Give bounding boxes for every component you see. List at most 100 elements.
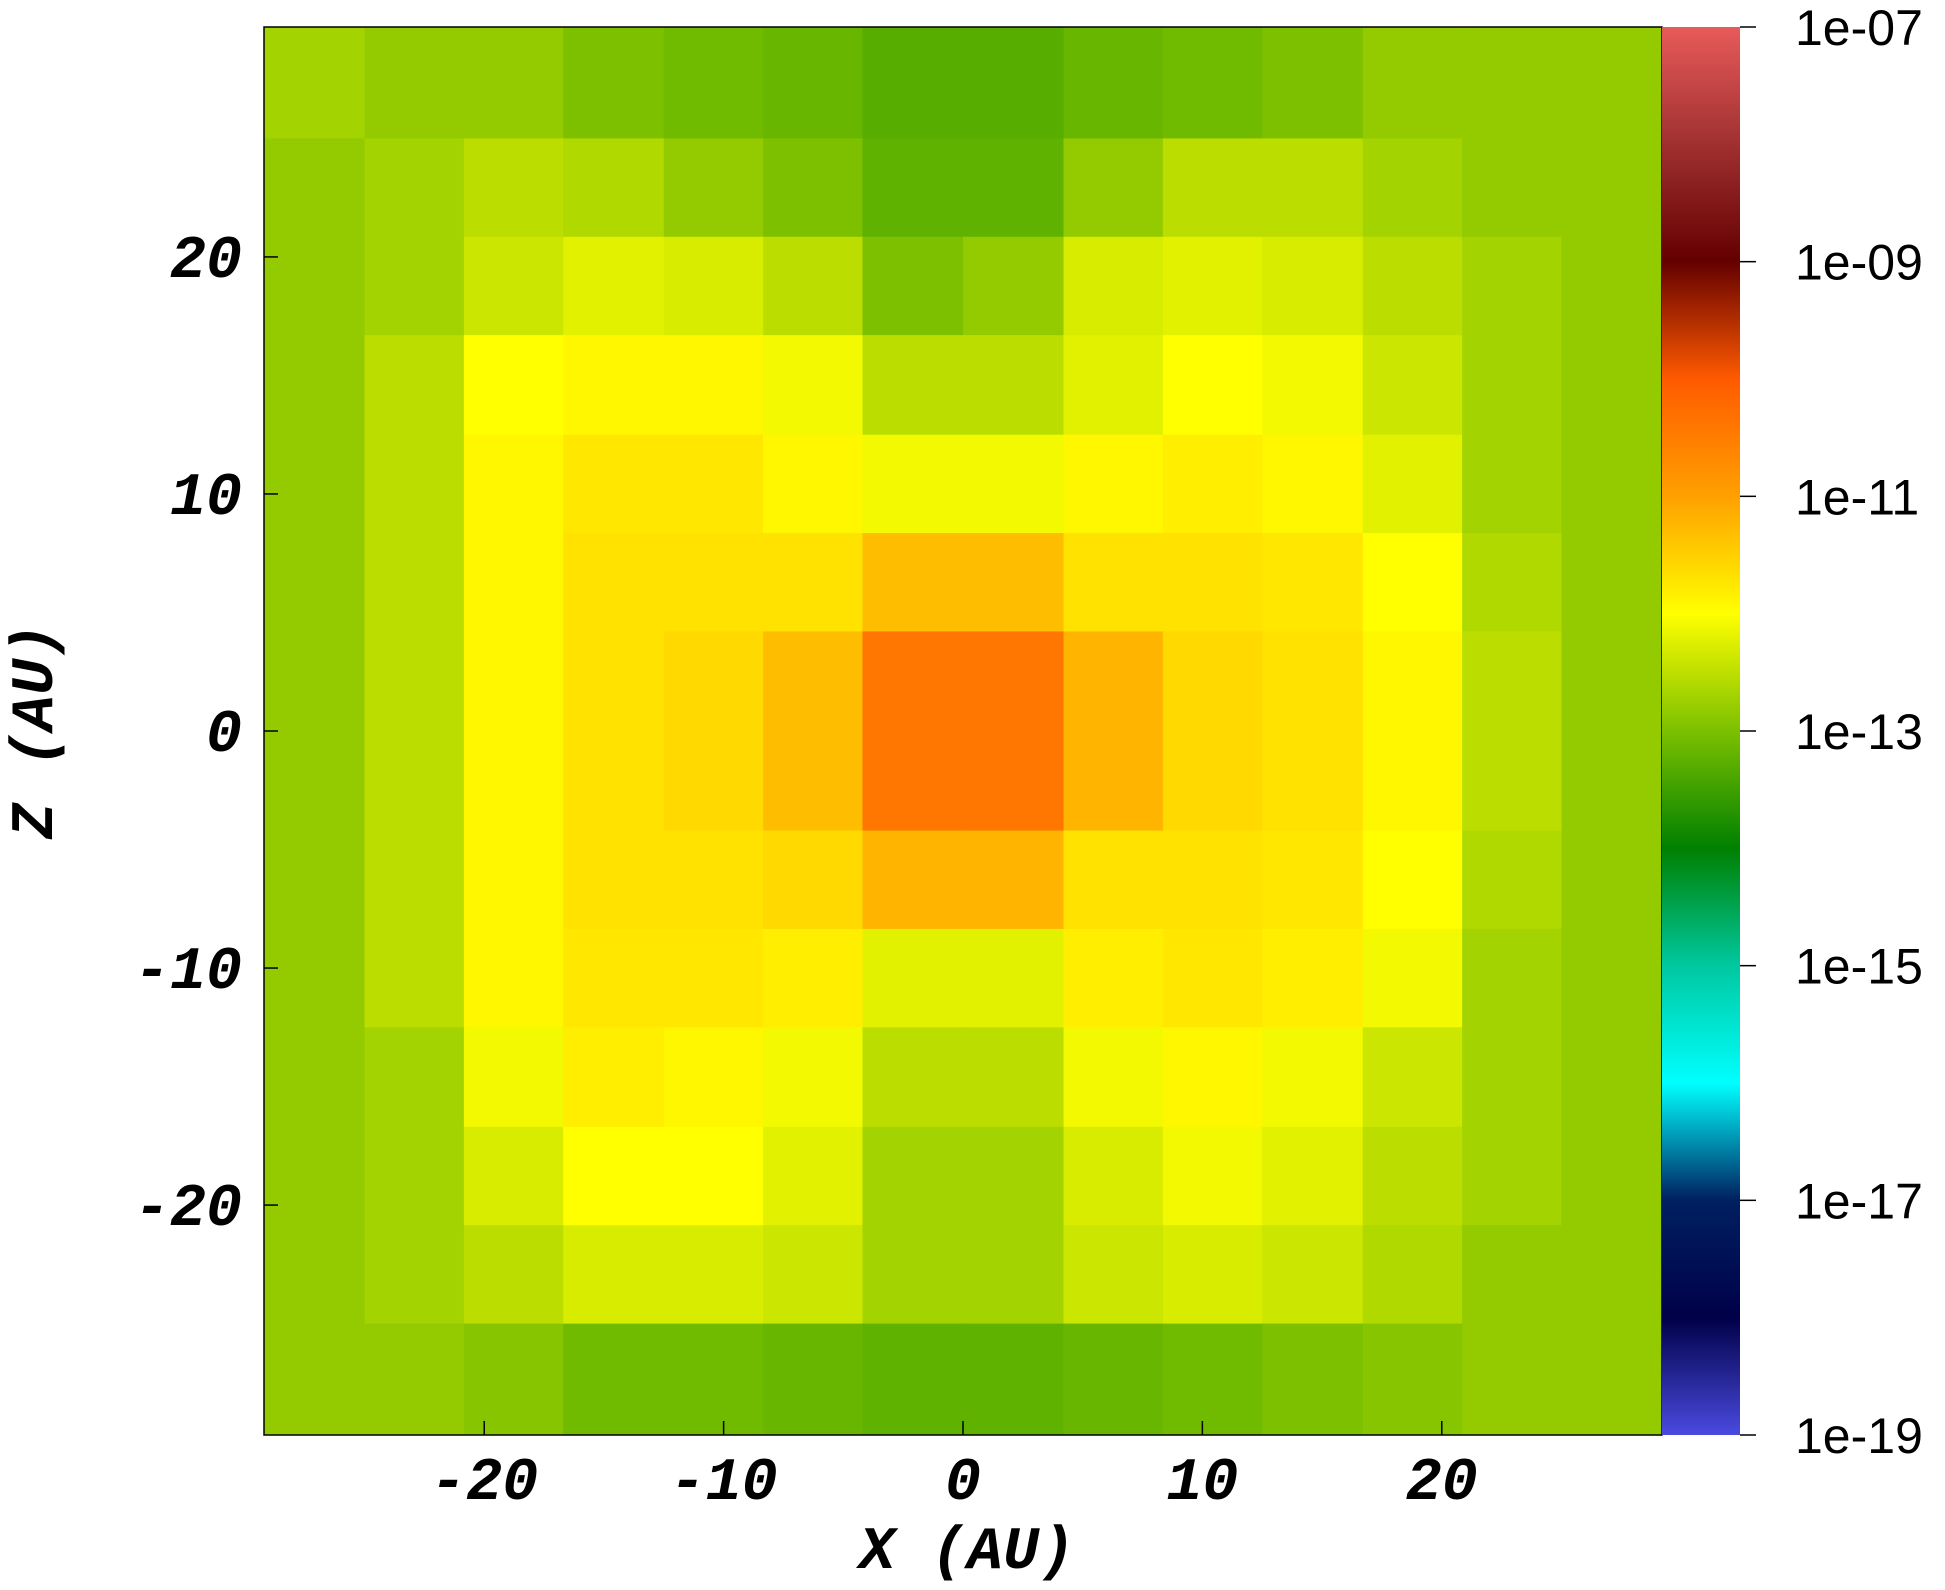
- heatmap-cell: [264, 631, 366, 732]
- heatmap-cell: [862, 1323, 964, 1436]
- heatmap-cell: [1162, 1225, 1263, 1325]
- y-tick-label: 20: [170, 228, 242, 296]
- heatmap-cell: [463, 434, 564, 534]
- heatmap-cell: [1462, 1027, 1562, 1128]
- heatmap-cell: [563, 631, 665, 732]
- x-tick-label: 20: [1406, 1450, 1478, 1518]
- heatmap-cell: [1162, 631, 1263, 732]
- heatmap-cell: [763, 533, 863, 632]
- heatmap-cell: [563, 731, 665, 832]
- heatmap-cell: [264, 1126, 366, 1226]
- x-tick-label: -10: [670, 1450, 778, 1518]
- heatmap-cell: [1162, 731, 1263, 832]
- heatmap-cell: [1063, 731, 1164, 832]
- heatmap-cell: [1063, 1027, 1164, 1128]
- heatmap-cell: [963, 335, 1065, 436]
- heatmap-cell: [1561, 138, 1663, 238]
- y-tick-label: -20: [134, 1176, 242, 1244]
- heatmap-cell: [963, 731, 1065, 832]
- heatmap-cell: [862, 928, 964, 1028]
- y-tick-label: 0: [206, 702, 242, 770]
- heatmap-cell: [862, 335, 964, 436]
- heatmap-cell: [663, 27, 764, 139]
- y-tick-label: 10: [170, 465, 242, 533]
- heatmap-cell: [663, 731, 764, 832]
- heatmap-cell: [1362, 731, 1463, 832]
- heatmap-cell: [1561, 1126, 1663, 1226]
- heatmap-cell: [862, 631, 964, 732]
- heatmap-cell: [763, 236, 863, 336]
- heatmap-cell: [364, 830, 465, 930]
- heatmap-cell: [963, 1027, 1065, 1128]
- heatmap-cell: [1561, 236, 1663, 336]
- heatmap-cell: [963, 434, 1065, 534]
- heatmap-cell: [463, 1225, 564, 1325]
- heatmap-cell: [663, 1225, 764, 1325]
- heatmap-cell: [763, 1323, 863, 1436]
- heatmap-cell: [963, 1225, 1065, 1325]
- heatmap-cell: [463, 138, 564, 238]
- heatmap-cell: [1462, 27, 1562, 139]
- heatmap-cell: [563, 27, 665, 139]
- heatmap-cell: [1162, 434, 1263, 534]
- heatmap-cell: [763, 1225, 863, 1325]
- heatmap-cell: [663, 830, 764, 930]
- heatmap-cell: [364, 27, 465, 139]
- heatmap-cell: [1561, 631, 1663, 732]
- heatmap-cell: [1362, 236, 1463, 336]
- heatmap-cell: [963, 138, 1065, 238]
- heatmap-cell: [463, 1126, 564, 1226]
- heatmap-cell: [1561, 928, 1663, 1028]
- heatmap-cell: [963, 27, 1065, 139]
- x-tick-label: -20: [430, 1450, 538, 1518]
- heatmap-cell: [264, 830, 366, 930]
- heatmap-cell: [1362, 138, 1463, 238]
- heatmap-cell: [763, 830, 863, 930]
- heatmap-cell: [1561, 1225, 1663, 1325]
- heatmap-cell: [563, 1126, 665, 1226]
- colorbar-tick-label: 1e-17: [1795, 1173, 1923, 1229]
- heatmap-cell: [364, 533, 465, 632]
- heatmap-cell: [862, 1126, 964, 1226]
- heatmap-cell: [763, 928, 863, 1028]
- heatmap-cell: [1162, 27, 1263, 139]
- heatmap-cell: [1362, 27, 1463, 139]
- heatmap-cell: [663, 1323, 764, 1436]
- heatmap-cell: [1262, 631, 1364, 732]
- heatmap-cell: [264, 928, 366, 1028]
- heatmap-cell: [264, 1027, 366, 1128]
- heatmap-cell: [463, 631, 564, 732]
- heatmap-cell: [1262, 236, 1364, 336]
- heatmap-cell: [1063, 1323, 1164, 1436]
- heatmap-cell: [1262, 1323, 1364, 1436]
- heatmap-cell: [1162, 533, 1263, 632]
- heatmap-cell: [1462, 830, 1562, 930]
- heatmap-cell: [563, 335, 665, 436]
- heatmap-cell: [862, 1027, 964, 1128]
- heatmap-cell: [463, 533, 564, 632]
- heatmap-cell: [1262, 138, 1364, 238]
- heatmap-cell: [463, 928, 564, 1028]
- heatmap-cell: [563, 1027, 665, 1128]
- heatmap-cell: [862, 533, 964, 632]
- colorbar-tick-label: 1e-15: [1795, 939, 1923, 995]
- heatmap-cell: [1561, 731, 1663, 832]
- heatmap-cell: [1362, 434, 1463, 534]
- heatmap-cell: [1063, 1126, 1164, 1226]
- heatmap-cell: [1362, 1225, 1463, 1325]
- heatmap-cell: [563, 830, 665, 930]
- heatmap-cell: [763, 1126, 863, 1226]
- y-axis-label: Z (AU): [3, 623, 71, 840]
- heatmap-cell: [1162, 928, 1263, 1028]
- heatmap-cell: [1561, 1323, 1663, 1436]
- heatmap-cell: [663, 1027, 764, 1128]
- heatmap-cell: [862, 434, 964, 534]
- heatmap-cell: [264, 434, 366, 534]
- heatmap-cell: [1063, 138, 1164, 238]
- heatmap-cell: [1262, 27, 1364, 139]
- heatmap-cell: [963, 236, 1065, 336]
- colorbar-tick-label: 1e-09: [1795, 235, 1923, 291]
- heatmap-cell: [1561, 1027, 1663, 1128]
- heatmap-cell: [1162, 1027, 1263, 1128]
- heatmap-cell: [763, 27, 863, 139]
